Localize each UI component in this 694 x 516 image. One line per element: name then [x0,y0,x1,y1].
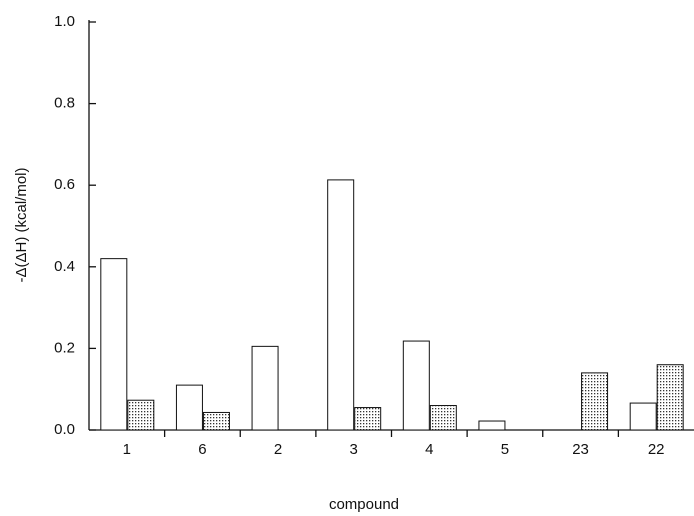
y-tick-label: 0.0 [54,421,75,438]
x-tick-label: 5 [501,441,509,458]
bar [656,364,684,431]
y-tick-label: 0.2 [54,339,75,356]
x-tick-label: 1 [123,441,131,458]
x-tick-label: 23 [572,441,589,458]
y-tick-label: 0.6 [54,176,75,193]
bar [354,407,382,431]
bar [629,402,657,431]
bar [478,420,506,431]
bar [175,384,203,431]
y-axis-label: -Δ(ΔH) (kcal/mol) [13,167,30,282]
bar [127,399,155,431]
x-axis-label: compound [329,496,399,513]
y-tick-label: 1.0 [54,13,75,30]
x-tick-label: 2 [274,441,282,458]
bar [402,340,430,431]
bar [251,345,279,431]
bar [581,372,609,431]
x-tick-label: 3 [350,441,358,458]
bar [429,405,457,431]
bar [202,411,230,431]
x-tick-label: 4 [425,441,433,458]
y-tick-label: 0.4 [54,258,75,275]
x-tick-label: 6 [198,441,206,458]
y-tick-label: 0.8 [54,95,75,112]
bar [327,179,355,431]
bar [100,258,128,431]
x-tick-label: 22 [648,441,665,458]
